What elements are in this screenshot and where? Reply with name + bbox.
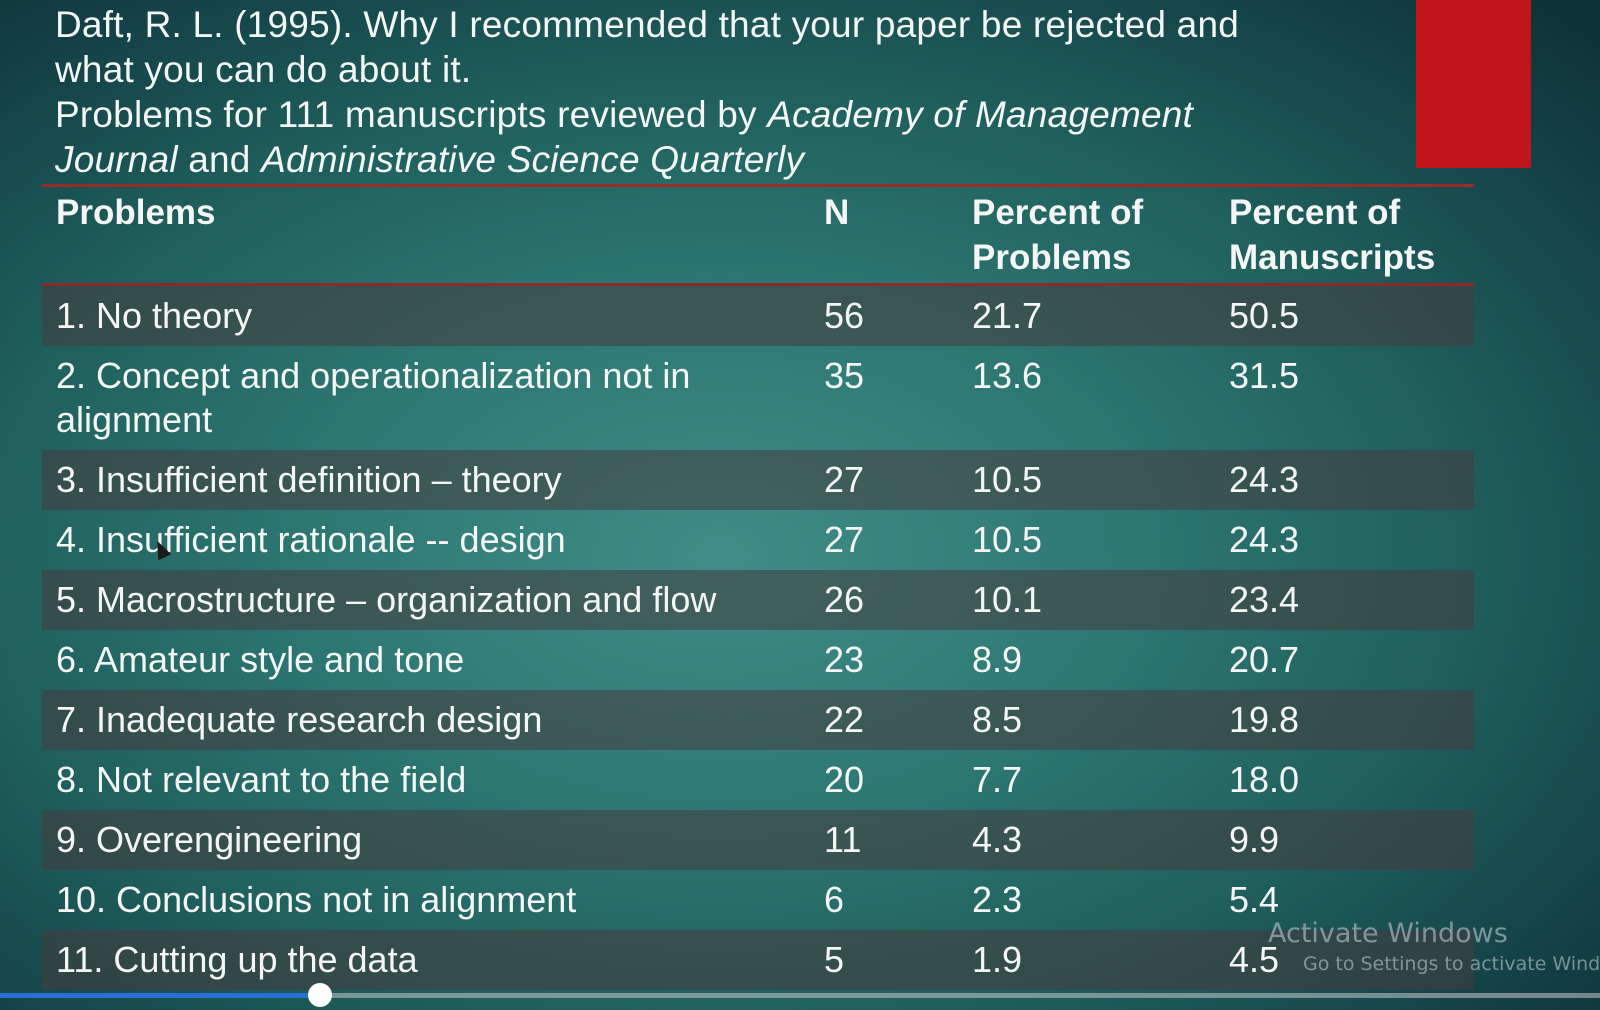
cell-percent-manuscripts: 9.9 xyxy=(1215,810,1474,870)
cell-percent-problems: 7.7 xyxy=(972,759,1023,800)
cell-problem: 4. Insufficient rationale -- design xyxy=(56,519,566,560)
cell-problem: 9. Overengineering xyxy=(42,810,810,870)
cell-percent-manuscripts: 20.7 xyxy=(1229,639,1300,680)
cell-percent-manuscripts: 18.0 xyxy=(1229,759,1300,800)
cell-problem: 3. Insufficient definition – theory xyxy=(42,450,810,510)
table-header-row: Problems N Percent of Problems Percent of… xyxy=(42,188,1474,286)
cell-n: 20 xyxy=(824,759,865,800)
cell-percent-problems: 4.3 xyxy=(958,810,1215,870)
header-percent-problems-line-1: Percent of xyxy=(972,193,1144,232)
cell-problem: 7. Inadequate research design xyxy=(42,690,810,750)
cell-problem: 5. Macrostructure – organization and flo… xyxy=(42,570,810,630)
cell-percent-manuscripts: 24.3 xyxy=(1229,519,1300,560)
cell-n: 23 xyxy=(824,639,865,680)
subtitle-prefix: Problems for 111 manuscripts reviewed by xyxy=(55,94,768,135)
problems-table: Problems N Percent of Problems Percent of… xyxy=(42,188,1474,990)
title-line-1: Daft, R. L. (1995). Why I recommended th… xyxy=(55,4,1240,45)
cell-n: 5 xyxy=(810,930,958,990)
cell-percent-manuscripts: 23.4 xyxy=(1215,570,1474,630)
cell-n: 26 xyxy=(810,570,958,630)
subtitle-line-1: Problems for 111 manuscripts reviewed by… xyxy=(55,92,1395,137)
video-progress-bar[interactable] xyxy=(0,983,1600,1007)
cell-percent-manuscripts: 50.5 xyxy=(1215,284,1474,346)
cell-percent-problems: 8.5 xyxy=(958,690,1215,750)
cell-percent-manuscripts: 19.8 xyxy=(1215,690,1474,750)
header-problems: Problems xyxy=(42,188,810,286)
cell-problem: 2. Concept and operationalization not in… xyxy=(56,355,691,440)
cell-percent-problems: 13.6 xyxy=(972,355,1043,396)
cell-percent-problems: 10.5 xyxy=(958,450,1215,510)
accent-block xyxy=(1416,0,1531,168)
activation-watermark: Activate Windows Go to Settings to activ… xyxy=(1268,917,1600,977)
cell-percent-problems: 21.7 xyxy=(958,284,1215,346)
cell-percent-problems: 10.5 xyxy=(972,519,1043,560)
table-row: 8. Not relevant to the field 20 7.7 18.0 xyxy=(42,750,1474,810)
table-row: 11. Cutting up the data 5 1.9 4.5 xyxy=(42,930,1474,990)
cell-n: 22 xyxy=(810,690,958,750)
header-percent-problems: Percent of Problems xyxy=(958,188,1215,286)
cell-n: 56 xyxy=(810,284,958,346)
cell-n: 27 xyxy=(824,519,865,560)
cell-percent-manuscripts: 4.5 xyxy=(1215,930,1474,990)
table-row: 9. Overengineering 11 4.3 9.9 xyxy=(42,810,1474,870)
journal-name-asq: Administrative Science Quarterly xyxy=(261,139,805,180)
cell-n: 35 xyxy=(824,355,865,396)
cell-percent-manuscripts: 5.4 xyxy=(1229,879,1280,920)
title-line-2: what you can do about it. xyxy=(55,49,472,90)
header-percent-problems-line-2: Problems xyxy=(972,238,1132,277)
cell-percent-problems: 1.9 xyxy=(958,930,1215,990)
header-n: N xyxy=(810,188,958,286)
cell-percent-manuscripts: 31.5 xyxy=(1229,355,1300,396)
table-row: 2. Concept and operationalization not in… xyxy=(42,346,1474,450)
cell-problem: 6. Amateur style and tone xyxy=(56,639,465,680)
cell-problem: 8. Not relevant to the field xyxy=(56,759,467,800)
subtitle-line-2: Journal and Administrative Science Quart… xyxy=(55,137,1395,182)
cell-problem: 10. Conclusions not in alignment xyxy=(56,879,577,920)
cell-percent-problems: 2.3 xyxy=(972,879,1023,920)
header-percent-manuscripts: Percent of Manuscripts xyxy=(1215,188,1474,286)
journal-name-amj-cont: Journal xyxy=(55,139,178,180)
slide-title: Daft, R. L. (1995). Why I recommended th… xyxy=(55,2,1395,182)
cell-problem: 11. Cutting up the data xyxy=(42,930,810,990)
header-percent-manuscripts-line-1: Percent of xyxy=(1229,193,1401,232)
video-progress-fill xyxy=(0,993,320,998)
table-row: 3. Insufficient definition – theory 27 1… xyxy=(42,450,1474,510)
header-percent-manuscripts-line-2: Manuscripts xyxy=(1229,238,1436,277)
cell-problem: 1. No theory xyxy=(42,284,810,346)
watermark-title: Activate Windows xyxy=(1268,918,1508,949)
cell-n: 27 xyxy=(810,450,958,510)
cell-percent-problems: 8.9 xyxy=(972,639,1023,680)
table-row: 7. Inadequate research design 22 8.5 19.… xyxy=(42,690,1474,750)
video-scrubber-handle[interactable] xyxy=(308,983,332,1007)
title-divider xyxy=(42,184,1474,187)
cell-n: 6 xyxy=(824,879,845,920)
watermark-subtitle: Go to Settings to activate Windows. xyxy=(1303,953,1600,975)
subtitle-and: and xyxy=(177,139,262,180)
table-row: 4. Insufficient rationale -- design 27 1… xyxy=(42,510,1474,570)
cell-percent-manuscripts: 24.3 xyxy=(1215,450,1474,510)
table-row: 6. Amateur style and tone 23 8.9 20.7 xyxy=(42,630,1474,690)
cell-n: 11 xyxy=(810,810,958,870)
table-row: 10. Conclusions not in alignment 6 2.3 5… xyxy=(42,870,1474,930)
cell-percent-problems: 10.1 xyxy=(958,570,1215,630)
table-row: 5. Macrostructure – organization and flo… xyxy=(42,570,1474,630)
journal-name-amj: Academy of Management xyxy=(767,94,1194,135)
table-row: 1. No theory 56 21.7 50.5 xyxy=(42,284,1474,346)
